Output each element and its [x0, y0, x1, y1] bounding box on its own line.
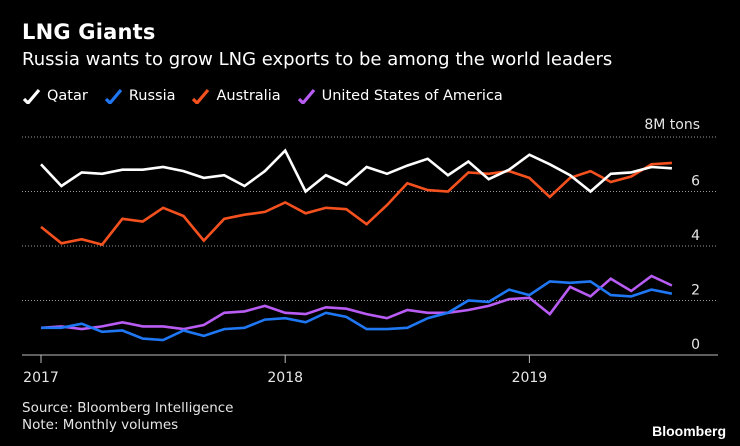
footer: Source: Bloomberg Intelligence Note: Mon…	[22, 400, 234, 434]
legend-item-usa: United States of America	[297, 88, 503, 104]
series-line-united-states-of-america	[40, 274, 673, 331]
legend-label-qatar: Qatar	[47, 88, 88, 104]
x-tick-label-2018: 2018	[267, 370, 303, 386]
legend-check-icon-russia	[104, 88, 123, 104]
y-tick-label-0: 0	[691, 337, 700, 353]
chart-title: LNG Giants	[22, 20, 156, 44]
series-line-australia	[40, 161, 672, 247]
volume-note: Note: Monthly volumes	[22, 417, 179, 433]
y-unit-label: 8M tons	[644, 117, 700, 133]
legend-check-icon-qatar	[22, 88, 41, 104]
legend-item-australia: Australia	[191, 88, 281, 104]
y-tick-label-2: 2	[691, 283, 700, 299]
legend-check-icon-usa	[297, 88, 316, 104]
legend-item-qatar: Qatar	[22, 88, 88, 104]
series-line-qatar	[40, 148, 672, 194]
chart-subtitle: Russia wants to grow LNG exports to be a…	[22, 49, 613, 70]
legend-check-icon-australia	[191, 88, 210, 104]
source-note: Source: Bloomberg Intelligence	[22, 400, 234, 416]
legend: Qatar Russia Australia United States of …	[22, 88, 519, 104]
bloomberg-logo: Bloomberg	[652, 423, 726, 439]
legend-label-australia: Australia	[216, 88, 281, 104]
x-tick-label-2017: 2017	[23, 370, 59, 386]
legend-item-russia: Russia	[104, 88, 176, 104]
y-tick-label-4: 4	[691, 228, 700, 244]
series-line-russia	[41, 280, 673, 342]
y-tick-label-6: 6	[691, 174, 700, 190]
x-tick-label-2019: 2019	[512, 370, 548, 386]
legend-label-usa: United States of America	[321, 88, 503, 104]
legend-label-russia: Russia	[128, 88, 176, 104]
